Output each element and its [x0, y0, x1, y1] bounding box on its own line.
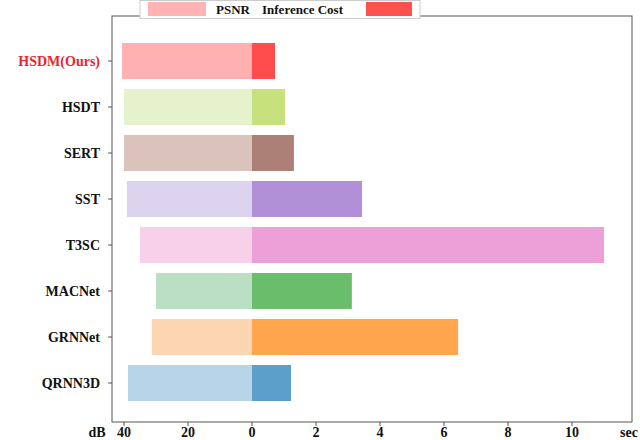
cost-bar — [252, 319, 458, 355]
y-tick — [108, 199, 112, 200]
y-tick — [108, 337, 112, 338]
category-label: HSDT — [62, 100, 101, 115]
psnr-bar — [122, 43, 252, 79]
x-axis-unit: dB — [88, 425, 105, 440]
cost-bar — [252, 43, 275, 79]
psnr-bar — [152, 319, 252, 355]
y-tick — [108, 153, 112, 154]
cost-bar — [252, 227, 604, 263]
legend-box — [140, 1, 420, 19]
bars — [122, 43, 604, 401]
psnr-bar — [124, 135, 252, 171]
psnr-bar — [124, 89, 252, 125]
category-label: MACNet — [46, 284, 101, 299]
cost-bar — [252, 273, 352, 309]
cost-bar — [252, 181, 362, 217]
x-tick-label: 0 — [249, 425, 256, 440]
x2-axis-unit: sec — [620, 425, 638, 440]
y-tick — [108, 291, 112, 292]
y-tick — [108, 61, 112, 62]
legend: PSNR Inference Cost — [140, 1, 420, 19]
x-tick-label: 40 — [117, 425, 131, 440]
y-tick — [108, 245, 112, 246]
x-tick-label: 4 — [377, 425, 384, 440]
legend-label: Inference Cost — [262, 2, 344, 17]
plot-frame — [112, 16, 632, 422]
category-label: HSDM(Ours) — [18, 54, 100, 70]
psnr-bar — [156, 273, 252, 309]
legend-swatch — [366, 2, 412, 16]
x-tick-label: 6 — [441, 425, 448, 440]
cost-bar — [252, 135, 294, 171]
x-tick-label: 10 — [565, 425, 579, 440]
y-tick — [108, 107, 112, 108]
chart-svg: HSDM(Ours) HSDT SERT SST T3SC MACNet GRNNet QRN… — [0, 0, 640, 440]
x-tick-label: 8 — [505, 425, 512, 440]
x-tick-label: 20 — [181, 425, 195, 440]
psnr-bar — [140, 227, 252, 263]
category-label: T3SC — [66, 238, 100, 253]
cost-bar — [252, 365, 291, 401]
category-label: GRNNet — [48, 330, 100, 345]
legend-swatch — [148, 2, 206, 16]
x-tick-label: 2 — [313, 425, 320, 440]
y-tick — [108, 383, 112, 384]
chart-container: HSDM(Ours) HSDT SERT SST T3SC MACNet GRNNet QRN… — [0, 0, 640, 440]
category-label: SST — [75, 192, 101, 207]
category-label: QRNN3D — [42, 376, 100, 391]
category-label: SERT — [64, 146, 101, 161]
legend-label: PSNR — [216, 2, 251, 17]
psnr-bar — [128, 365, 252, 401]
psnr-bar — [127, 181, 252, 217]
cost-bar — [252, 89, 285, 125]
